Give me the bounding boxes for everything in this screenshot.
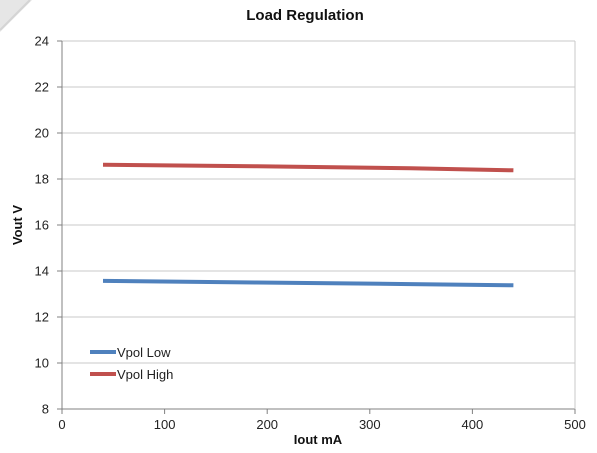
corner-decoration [0, 0, 32, 32]
x-tick-labels: 0 100 200 300 400 500 [58, 417, 585, 432]
x-axis-title: Iout mA [294, 432, 343, 447]
series-lines [102, 162, 514, 288]
legend-label: Vpol High [117, 367, 173, 382]
x-tick-label: 100 [154, 417, 176, 432]
y-tick-label: 18 [35, 172, 49, 187]
x-tick-label: 0 [58, 417, 65, 432]
y-tick-label: 16 [35, 218, 49, 233]
y-tick-label: 10 [35, 356, 49, 371]
x-tick-label: 500 [564, 417, 586, 432]
x-tick-label: 300 [359, 417, 381, 432]
grid-lines [62, 40, 575, 364]
series-line-vpol-low [102, 278, 514, 288]
y-axis-title: Vout V [10, 205, 25, 246]
y-tick-label: 14 [35, 264, 49, 279]
y-tick-label: 8 [42, 402, 49, 417]
y-tick-label: 12 [35, 310, 49, 325]
y-tick-labels: 8 10 12 14 16 18 20 22 24 [35, 34, 49, 417]
axes [57, 40, 576, 414]
x-tick-label: 400 [462, 417, 484, 432]
y-tick-label: 24 [35, 34, 49, 49]
chart-title: Load Regulation [246, 7, 364, 24]
legend: Vpol Low Vpol High [90, 345, 173, 382]
y-tick-label: 20 [35, 126, 49, 141]
y-tick-label: 22 [35, 80, 49, 95]
legend-label: Vpol Low [117, 345, 171, 360]
x-tick-label: 200 [256, 417, 278, 432]
series-line-vpol-high [102, 162, 514, 173]
